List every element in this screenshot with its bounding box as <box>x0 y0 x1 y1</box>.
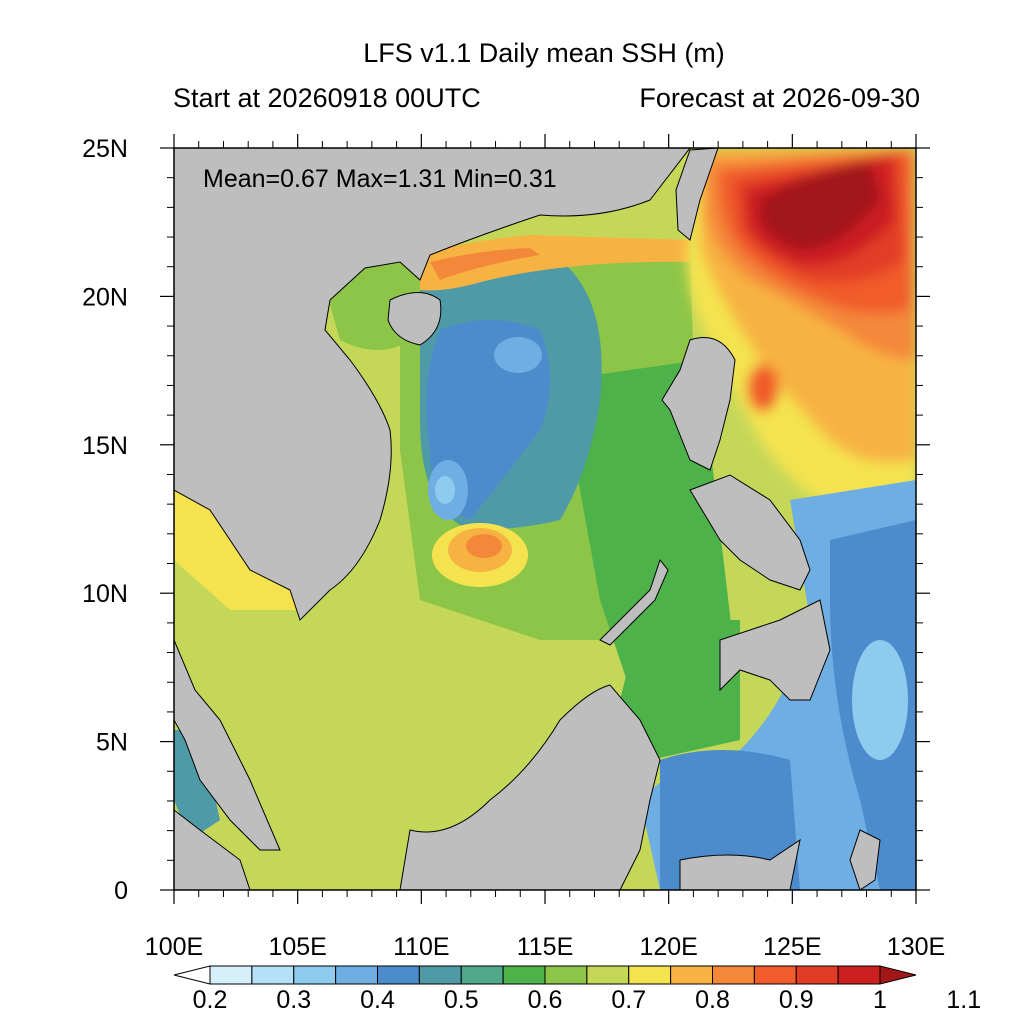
colorbar: 0.20.30.40.50.60.70.80.911.11.2 <box>173 965 981 1014</box>
mainland-asia <box>174 148 691 621</box>
colorbar-label: 0.9 <box>779 986 814 1014</box>
lat-tick-label: 25N <box>82 135 128 163</box>
ssh-blob-lighter <box>852 640 908 760</box>
colorbar-max-arrow <box>879 965 917 985</box>
ssh-field <box>174 148 916 890</box>
colorbar-label: 0.8 <box>695 986 730 1014</box>
forecast-time-label: Forecast at 2026-09-30 <box>639 83 920 113</box>
colorbar-box <box>670 965 713 985</box>
ssh-blob-lighter <box>435 476 455 504</box>
luzon-island <box>661 337 736 471</box>
colorbar-box <box>586 965 630 985</box>
start-time-label: Start at 20260918 00UTC <box>173 83 481 113</box>
taiwan-island <box>675 148 719 241</box>
colorbar-box <box>753 965 797 985</box>
stats-text: Mean=0.67 Max=1.31 Min=0.31 <box>203 165 557 193</box>
lon-tick-label: 130E <box>887 933 945 961</box>
lat-tick-label: 0 <box>114 877 128 905</box>
colorbar-label: 0.4 <box>360 986 395 1014</box>
colorbar-box <box>377 965 420 985</box>
hainan-island <box>387 292 442 346</box>
lat-tick-label: 10N <box>82 580 128 608</box>
ssh-pacific-high <box>686 148 916 520</box>
sulawesi-island <box>679 838 801 890</box>
colorbar-label: 0.2 <box>193 986 228 1014</box>
halmahera-island <box>849 829 881 890</box>
lat-tick-label: 15N <box>82 432 128 460</box>
sumatra <box>174 809 251 890</box>
colorbar-box <box>418 965 462 985</box>
map-title: LFS v1.1 Daily mean SSH (m) <box>363 38 725 68</box>
borneo-island <box>399 684 661 890</box>
colorbar-label: 0.6 <box>528 986 563 1014</box>
land-masses <box>174 148 881 890</box>
colorbar-box <box>712 965 755 985</box>
palawan-island <box>599 558 669 646</box>
colorbar-box <box>209 965 253 985</box>
lat-tick-label: 5N <box>96 729 128 757</box>
ssh-blob-light <box>494 337 542 373</box>
lon-tick-label: 110E <box>393 933 450 961</box>
colorbar-box <box>251 965 295 985</box>
colorbar-box <box>502 965 546 985</box>
lon-tick-label: 105E <box>268 933 326 961</box>
malay-peninsula <box>174 639 281 851</box>
colorbar-box <box>795 965 839 985</box>
lon-tick-label: 125E <box>763 933 821 961</box>
colorbar-box <box>335 965 378 985</box>
colorbar-label: 0.3 <box>276 986 311 1014</box>
map-ticks: 100E 105E 110E 115E 120E 125E 130E 0 5N 10N 15N 20N… <box>82 134 945 961</box>
ssh-celebes-blue <box>660 750 800 890</box>
colorbar-box <box>628 965 672 985</box>
lat-tick-label: 20N <box>82 283 128 311</box>
ssh-strait-teal <box>174 730 220 840</box>
colorbar-label: 1 <box>873 986 887 1014</box>
lon-tick-label: 120E <box>639 933 697 961</box>
ssh-eddy-core <box>466 534 502 558</box>
ssh-coast-band <box>420 235 690 291</box>
ssh-coast-band-core <box>430 248 540 280</box>
colorbar-label: 1.1 <box>946 986 981 1014</box>
colorbar-label: 0.5 <box>444 986 479 1014</box>
colorbar-box <box>293 965 337 985</box>
colorbar-box <box>837 965 881 985</box>
colorbar-min-arrow <box>173 965 211 985</box>
ssh-sulu <box>620 620 740 760</box>
colorbar-box <box>460 965 504 985</box>
lon-tick-label: 100E <box>145 933 203 961</box>
colorbar-box <box>544 965 588 985</box>
colorbar-label: 0.7 <box>611 986 646 1014</box>
visayas-islands <box>689 474 811 591</box>
lon-tick-label: 115E <box>517 933 574 961</box>
mindanao-island <box>719 599 831 701</box>
